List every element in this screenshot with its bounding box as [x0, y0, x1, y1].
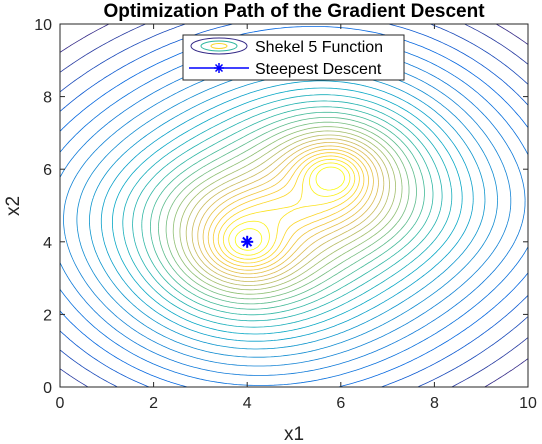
x-tick-label: 6	[336, 395, 345, 412]
contour-line	[202, 145, 374, 275]
descent-point	[241, 235, 254, 248]
contour-line	[234, 166, 345, 251]
contour-line	[172, 126, 403, 295]
legend-contour-icon	[190, 37, 248, 55]
contour-line	[100, 80, 474, 342]
contour-line	[150, 111, 425, 310]
contour-line	[191, 138, 385, 282]
y-tick-label: 8	[43, 90, 52, 107]
y-tick-label: 2	[43, 307, 52, 324]
plot-frame	[59, 23, 529, 388]
contour-line	[165, 121, 410, 300]
y-tick-label: 0	[43, 380, 52, 397]
x-tick-label: 0	[56, 395, 65, 412]
contour-line	[185, 134, 390, 286]
legend-entry-contour: Shekel 5 Function	[255, 39, 383, 56]
contour-line	[122, 94, 453, 328]
contour-line	[89, 72, 486, 350]
x-tick-label: 4	[243, 395, 252, 412]
contour-line	[179, 130, 396, 291]
legend: Shekel 5 Function Steepest Descent	[182, 34, 405, 81]
contour-line	[222, 158, 356, 260]
legend-entry-path: Steepest Descent	[255, 61, 382, 78]
contour-line	[112, 87, 463, 335]
contour-lines	[60, 24, 528, 387]
axis-ticks: 0 2 4 6 8 10 0 2 4 6 8 10	[34, 17, 537, 412]
contour-line	[60, 24, 528, 387]
contour-line	[158, 117, 417, 305]
contour-line	[197, 142, 379, 278]
contour-line	[132, 100, 443, 322]
descent-path	[241, 235, 254, 248]
legend-box	[182, 34, 405, 81]
contour-line	[141, 106, 434, 316]
chart-title: Optimization Path of the Gradient Descen…	[103, 1, 485, 22]
y-axis-label: x2	[3, 196, 24, 216]
x-tick-label: 10	[519, 395, 537, 412]
contour-line	[60, 24, 528, 387]
contour-line	[60, 26, 528, 387]
contour-line	[228, 162, 351, 256]
contour-line	[217, 155, 360, 264]
y-tick-label: 10	[34, 17, 52, 34]
x-tick-label: 2	[149, 395, 158, 412]
contour-line	[212, 152, 365, 267]
y-tick-label: 4	[43, 235, 52, 252]
y-tick-label: 6	[43, 162, 52, 179]
x-axis-label: x1	[284, 424, 304, 444]
legend-asterisk-icon	[214, 63, 224, 73]
x-tick-label: 8	[430, 395, 439, 412]
contour-line	[207, 148, 369, 271]
